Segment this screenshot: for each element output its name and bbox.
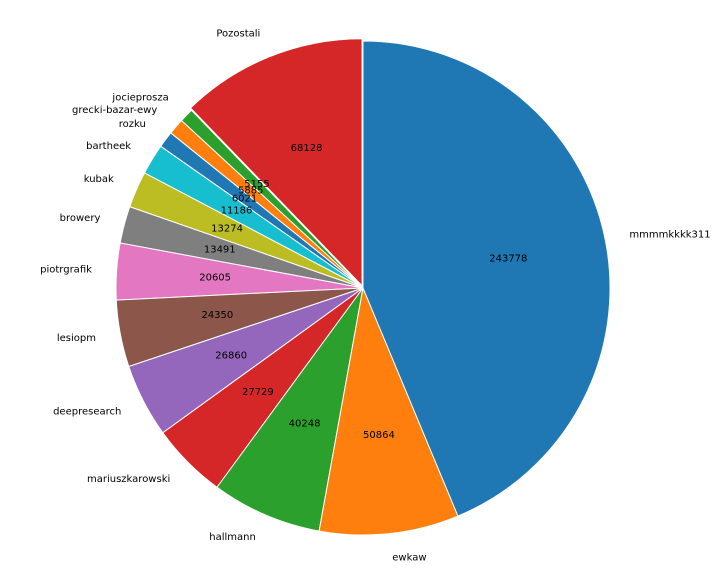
pie-value-label-browery: 13491 bbox=[204, 245, 236, 256]
pie-category-label-piotrgrafik: piotrgrafik bbox=[40, 264, 92, 275]
pie-value-label-grecki-bazar-ewy: 5885 bbox=[238, 186, 263, 197]
pie-slice-pozostali bbox=[190, 38, 363, 287]
pie-value-label-mmmmkkkk311: 243778 bbox=[489, 253, 527, 264]
pie-value-label-hallmann: 40248 bbox=[289, 419, 321, 430]
pie-category-label-deepresearch: deepresearch bbox=[53, 407, 121, 418]
pie-slice-mmmmkkkk311 bbox=[362, 40, 611, 517]
pie-value-label-piotrgrafik: 20605 bbox=[199, 273, 231, 284]
pie-slices bbox=[115, 38, 611, 536]
pie-category-label-jocieprosza: jocieprosza bbox=[111, 93, 168, 104]
pie-category-label-lesiopm: lesiopm bbox=[57, 333, 96, 344]
pie-category-label-bartheek: bartheek bbox=[86, 141, 131, 152]
pie-value-label-jocieprosza: 5155 bbox=[244, 179, 269, 190]
pie-category-label-rozku: rozku bbox=[119, 119, 146, 130]
pie-category-label-browery: browery bbox=[60, 213, 101, 224]
pie-value-label-mariuszkarowski: 27729 bbox=[242, 387, 274, 398]
pie-slice-ewkaw bbox=[318, 287, 459, 536]
pie-value-label-bartheek: 11186 bbox=[221, 205, 253, 216]
pie-category-label-ewkaw: ewkaw bbox=[392, 553, 426, 564]
pie-category-label-hallmann: hallmann bbox=[209, 532, 256, 543]
pie-value-label-ewkaw: 50864 bbox=[363, 430, 395, 441]
pie-value-label-deepresearch: 26860 bbox=[215, 350, 247, 361]
pie-value-label-lesiopm: 24350 bbox=[201, 310, 233, 321]
pie-value-label-pozostali: 68128 bbox=[291, 143, 323, 154]
pie-category-label-mmmmkkkk311: mmmmkkkk311 bbox=[629, 229, 710, 240]
pie-category-label-mariuszkarowski: mariuszkarowski bbox=[87, 474, 170, 485]
pie-category-label-kubak: kubak bbox=[84, 174, 114, 185]
pie-category-label-pozostali: Pozostali bbox=[216, 28, 260, 39]
pie-value-label-kubak: 13274 bbox=[211, 223, 243, 234]
pie-slice-hallmann bbox=[216, 287, 364, 532]
pie-value-label-rozku: 6021 bbox=[232, 193, 257, 204]
pie-category-label-grecki-bazar-ewy: grecki-bazar-ewy bbox=[72, 105, 157, 116]
